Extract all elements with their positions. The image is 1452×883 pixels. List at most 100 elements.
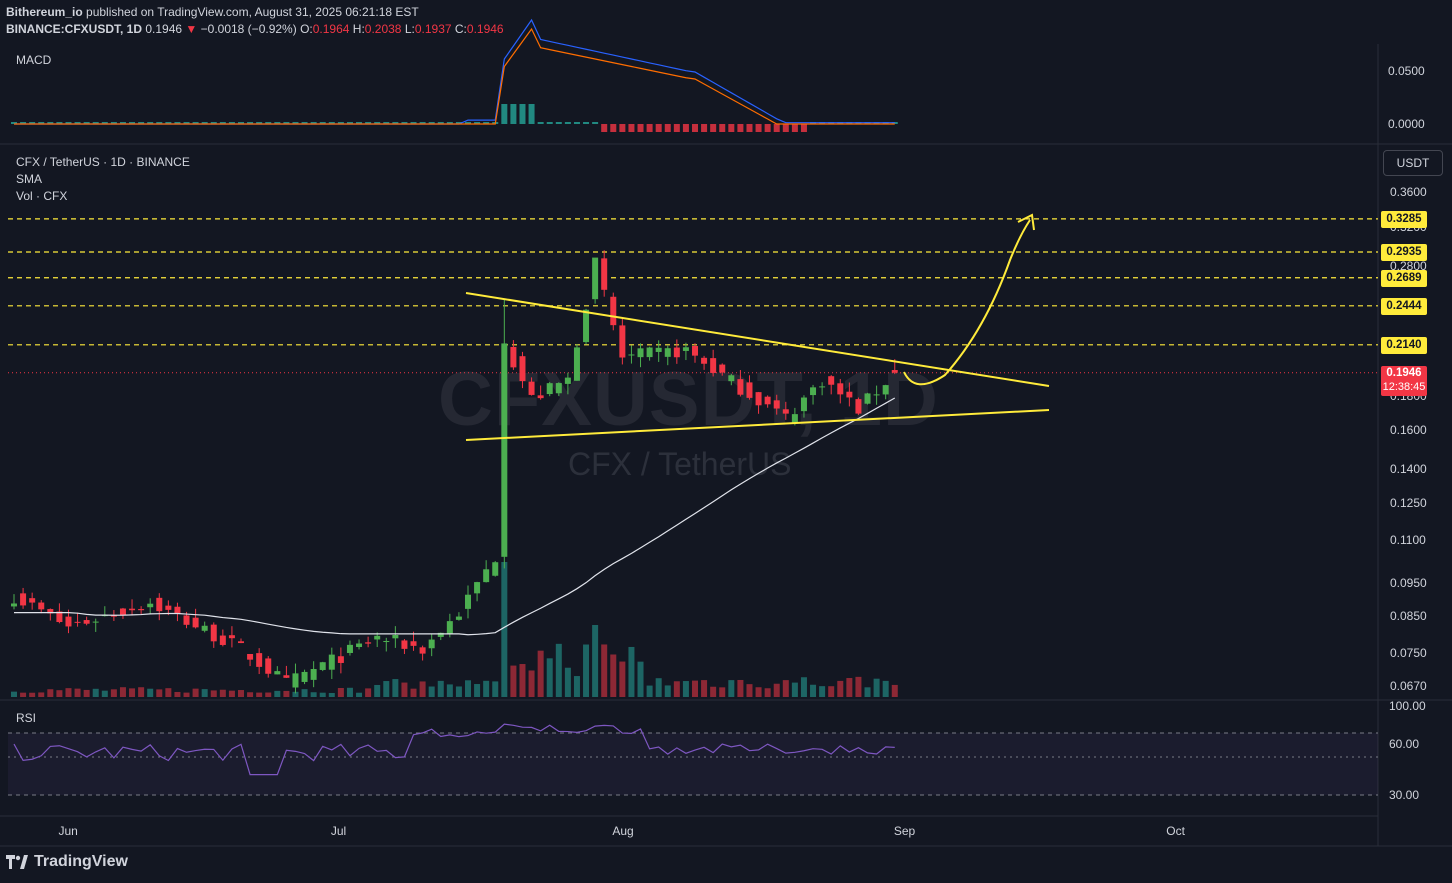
volume-bar — [782, 680, 789, 697]
macd-histogram-bar — [637, 124, 644, 132]
volume-bar — [410, 688, 417, 697]
volume-bar — [737, 679, 744, 697]
macd-histogram-bar — [56, 122, 63, 124]
candle-body — [56, 611, 63, 623]
macd-histogram-bar — [510, 104, 517, 124]
volume-bar — [583, 644, 590, 697]
macd-histogram-bar — [455, 122, 462, 124]
candle-body — [637, 348, 644, 358]
triangle-lower-line — [465, 409, 1050, 441]
macd-histogram-bar — [165, 122, 172, 124]
volume-bar — [437, 680, 444, 697]
candle-body — [165, 605, 172, 610]
volume-bar — [864, 687, 871, 697]
volume-bar — [837, 680, 844, 697]
symbol-name[interactable]: BINANCE:CFXUSDT, 1D — [6, 22, 143, 36]
candle-body — [356, 643, 363, 648]
candle-body — [555, 383, 562, 394]
volume-bar — [891, 684, 898, 697]
candle-body — [828, 376, 835, 385]
macd-histogram-bar — [719, 124, 726, 132]
rsi-line — [13, 723, 895, 776]
macd-histogram-bar — [583, 122, 590, 124]
volume-bar — [501, 562, 508, 697]
macd-histogram-bar — [428, 122, 435, 124]
macd-histogram-bar — [628, 124, 635, 132]
candle-body — [501, 343, 508, 557]
macd-histogram-bar — [537, 122, 544, 124]
macd-histogram-bar — [374, 122, 381, 124]
candle-body — [374, 635, 381, 640]
tradingview-logo[interactable]: TradingView — [6, 853, 128, 871]
volume-bar — [546, 658, 553, 697]
volume-bar — [664, 685, 671, 697]
macd-histogram-bar — [446, 122, 453, 124]
candle-body — [628, 354, 635, 356]
volume-bar — [256, 692, 263, 697]
time-tick-label: Jul — [330, 824, 347, 838]
volume-bar — [20, 692, 27, 697]
candle-body — [328, 654, 335, 670]
volume-bar — [29, 692, 36, 697]
macd-histogram-bar — [655, 124, 662, 132]
macd-label[interactable]: MACD — [16, 53, 52, 67]
time-tick-label: Sep — [893, 824, 916, 838]
macd-histogram-bar — [147, 122, 154, 124]
candle-body — [129, 608, 136, 611]
rsi-tick-label: 30.00 — [1389, 788, 1420, 802]
volume-bar — [828, 686, 835, 697]
macd-histogram-bar — [11, 122, 17, 124]
candle-body — [319, 662, 326, 670]
low-value: 0.1937 — [414, 22, 452, 36]
volume-bar — [483, 680, 490, 697]
price-tick-label: 0.0950 — [1390, 576, 1427, 591]
volume-bar — [419, 681, 426, 697]
sma-label[interactable]: SMA — [16, 172, 43, 186]
volume-bar — [673, 681, 680, 697]
candle-body — [564, 377, 571, 384]
candle-body — [437, 632, 444, 637]
candle-body — [764, 396, 771, 405]
candle-body — [664, 348, 671, 357]
macd-histogram-bar — [646, 124, 653, 132]
currency-button[interactable]: USDT — [1383, 150, 1443, 176]
rsi-label[interactable]: RSI — [16, 711, 37, 725]
candle-body — [682, 347, 689, 351]
candle-body — [719, 364, 726, 373]
volume-bar — [238, 690, 244, 697]
volume-bar — [446, 684, 453, 697]
candle-body — [519, 356, 526, 382]
candle-body — [265, 658, 272, 674]
candle-body — [201, 625, 208, 631]
candle-body — [428, 639, 435, 649]
macd-histogram-bar — [401, 122, 408, 124]
projection-arrow — [903, 219, 1031, 386]
vol-label[interactable]: Vol · CFX — [16, 189, 68, 203]
candle-body — [455, 616, 462, 620]
macd-histogram-bar — [519, 104, 526, 124]
low-label: L: — [404, 22, 415, 36]
volume-bar — [682, 681, 689, 697]
price-tick-label: 0.1600 — [1390, 423, 1427, 438]
candle-body — [283, 675, 290, 678]
publisher-name[interactable]: Bithereum_io — [6, 5, 83, 19]
candle-body — [274, 671, 281, 675]
volume-bar — [791, 682, 798, 697]
candle-body — [528, 381, 535, 395]
macd-histogram-bar — [592, 122, 599, 124]
volume-bar — [474, 684, 481, 697]
macd-histogram-bar — [319, 122, 326, 124]
macd-histogram-bar — [365, 122, 372, 124]
volume-bar — [610, 654, 617, 697]
candle-body — [773, 400, 780, 409]
time-tick-label: Aug — [612, 824, 634, 838]
macd-histogram-bar — [701, 124, 708, 132]
level-tag: 0.2935 — [1381, 244, 1427, 261]
macd-histogram-bar — [692, 124, 698, 132]
volume-bar — [719, 687, 726, 697]
candle-body — [147, 603, 154, 608]
volume-bar — [356, 692, 363, 697]
macd-histogram-bar — [474, 122, 481, 124]
main-title[interactable]: CFX / TetherUS · 1D · BINANCE — [16, 155, 190, 169]
